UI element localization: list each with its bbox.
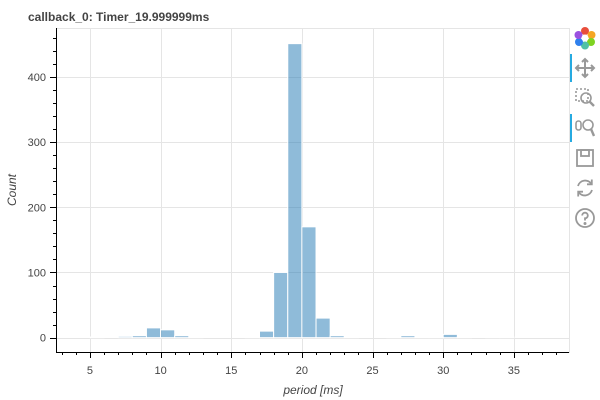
bokeh-logo-icon[interactable] bbox=[573, 26, 597, 50]
histogram-bar bbox=[188, 336, 204, 339]
histogram-bar bbox=[485, 336, 501, 339]
chart-toolbar bbox=[570, 24, 600, 244]
y-tick-label: 400 bbox=[28, 72, 46, 84]
histogram-bar bbox=[89, 336, 105, 339]
histogram-bar bbox=[315, 317, 331, 339]
histogram-bar bbox=[499, 336, 515, 339]
histogram-bar bbox=[145, 327, 162, 339]
y-axis-label: Count bbox=[5, 173, 19, 206]
x-axis-label: period [ms] bbox=[282, 383, 343, 397]
histogram-bar bbox=[456, 336, 472, 339]
reset-tool-icon[interactable] bbox=[573, 176, 597, 200]
bars bbox=[89, 43, 515, 339]
y-tick-label: 300 bbox=[28, 137, 46, 149]
x-tick-label: 15 bbox=[225, 365, 237, 377]
histogram-bar bbox=[329, 335, 345, 339]
chart-title: callback_0: Timer_19.999999ms bbox=[28, 10, 210, 24]
y-tick-label: 0 bbox=[40, 333, 46, 345]
x-tick-label: 5 bbox=[87, 365, 93, 377]
histogram-bar bbox=[174, 335, 190, 339]
histogram-bar bbox=[131, 335, 147, 339]
histogram-bar bbox=[244, 336, 261, 339]
histogram-bar bbox=[287, 43, 303, 339]
help-tool-icon[interactable] bbox=[573, 206, 597, 230]
histogram-bar bbox=[414, 336, 430, 339]
pan-tool-icon[interactable] bbox=[570, 54, 597, 82]
y-tick-label: 100 bbox=[28, 267, 46, 279]
histogram-bar bbox=[259, 330, 275, 339]
x-tick-label: 20 bbox=[296, 365, 308, 377]
histogram-bar bbox=[160, 329, 176, 339]
histogram-bar bbox=[343, 336, 359, 339]
histogram-bar bbox=[301, 226, 317, 339]
y-tick-label: 200 bbox=[28, 202, 46, 214]
save-tool-icon[interactable] bbox=[573, 146, 597, 170]
histogram-bar bbox=[273, 271, 289, 339]
box-zoom-tool-icon[interactable] bbox=[573, 86, 597, 110]
wheel-zoom-tool-icon[interactable] bbox=[570, 114, 597, 142]
histogram-bar bbox=[117, 335, 133, 339]
histogram-bar bbox=[400, 335, 416, 339]
histogram-bar bbox=[428, 336, 444, 339]
histogram-bar bbox=[386, 336, 402, 339]
histogram-bar bbox=[442, 333, 458, 339]
x-tick-label: 30 bbox=[437, 365, 449, 377]
x-tick-label: 10 bbox=[154, 365, 166, 377]
x-tick-label: 25 bbox=[366, 365, 378, 377]
x-tick-label: 35 bbox=[508, 365, 520, 377]
axes: 5 10 15 20 25 30 35 0 100 200 300 400 bbox=[28, 28, 569, 377]
